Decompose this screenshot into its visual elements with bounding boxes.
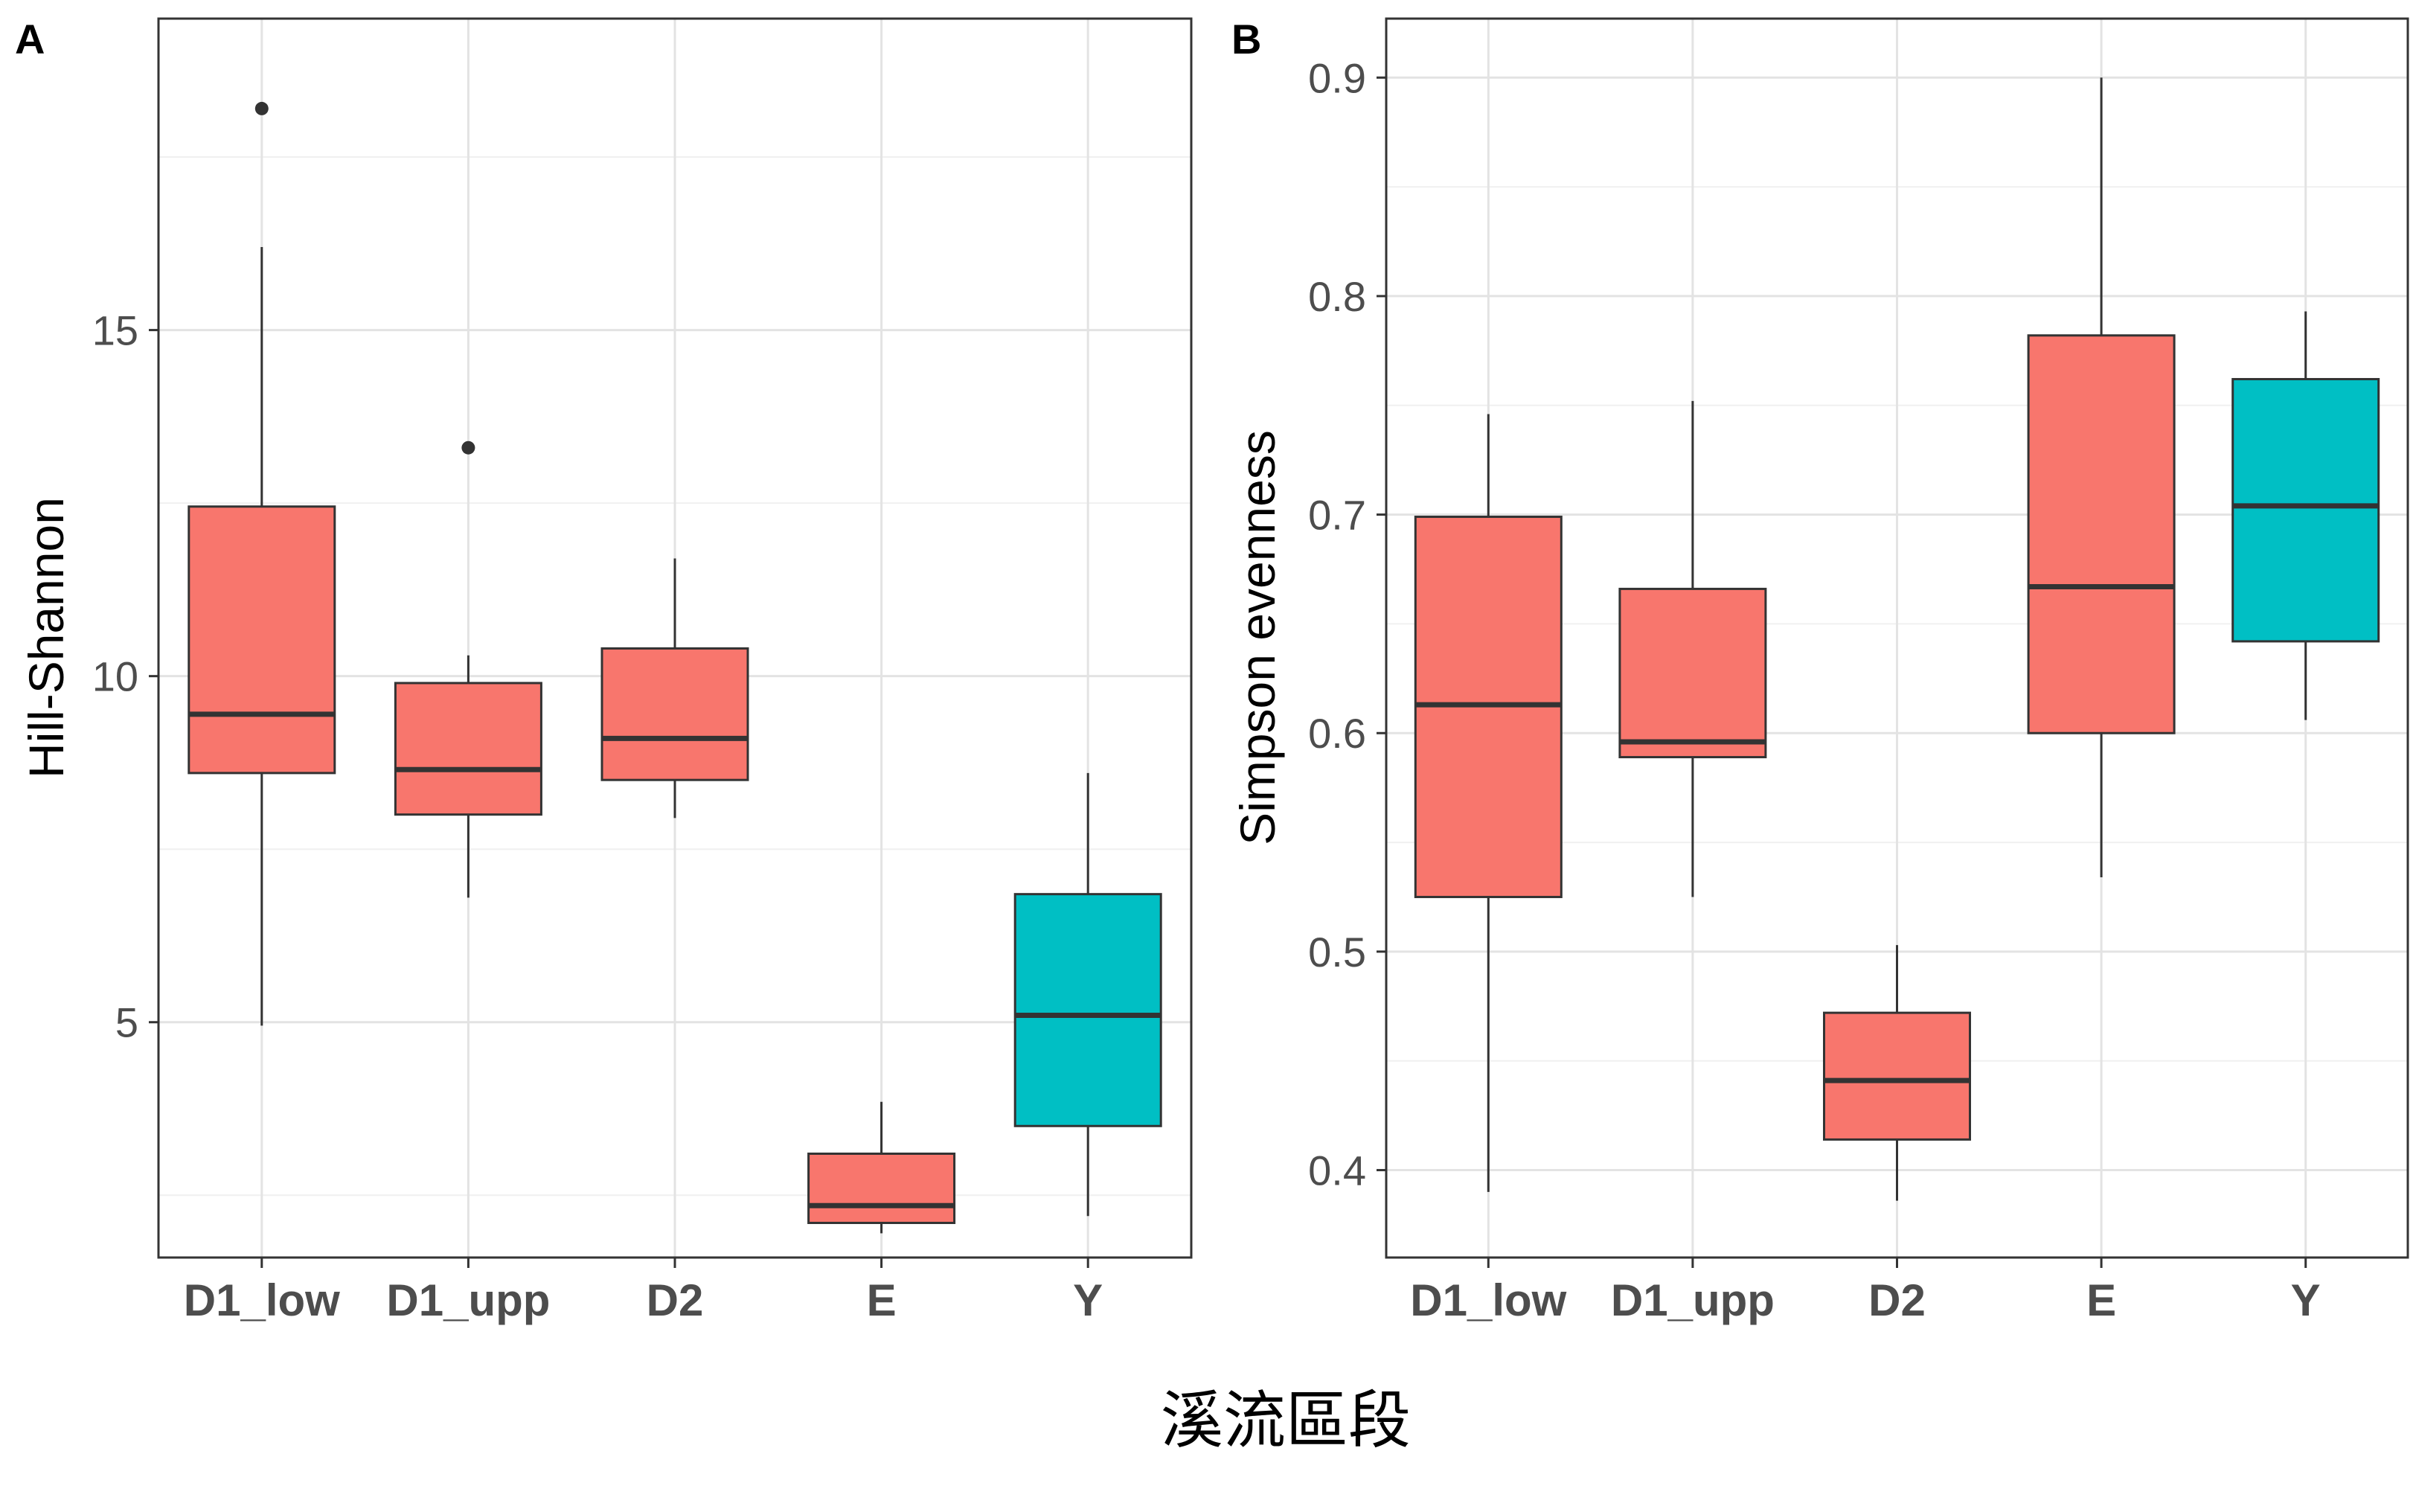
box-iqr (1618, 587, 1767, 759)
panel-a-letter: A (15, 16, 45, 63)
box-d2 (1823, 945, 1971, 1201)
y-tick-label: 0.6 (1308, 710, 1366, 757)
x-tick-label: Y (1073, 1275, 1103, 1325)
x-tick-label: D1_upp (1611, 1275, 1775, 1325)
box-d1-upp (1618, 400, 1767, 897)
outlier-point (461, 441, 475, 455)
box-iqr (394, 682, 542, 816)
panel-b-y-axis-label: Simpson evenness (1230, 430, 1285, 845)
panel-a: 5 10 15 D1_low D1_upp D2 E Y A Hill-Shannon (15, 16, 1193, 1325)
box-e (2027, 77, 2176, 878)
x-tick-label: D1_low (184, 1275, 340, 1325)
shared-x-axis-label: 溪流區段 (1161, 1384, 1411, 1457)
outlier-point (254, 101, 269, 115)
box-d2 (600, 558, 749, 819)
box-d1-low (1414, 414, 1563, 1192)
panel-b-letter: B (1231, 16, 1261, 63)
box-d1-upp (394, 441, 542, 898)
y-tick-label: 0.7 (1308, 492, 1366, 539)
y-tick-label: 0.9 (1308, 54, 1366, 101)
x-tick-label: D1_low (1410, 1275, 1566, 1325)
y-tick-label: 10 (92, 653, 138, 700)
y-tick-label: 0.5 (1308, 929, 1366, 976)
y-tick-label: 0.4 (1308, 1147, 1366, 1194)
box-iqr (2231, 378, 2380, 643)
y-tick-label: 5 (115, 999, 138, 1046)
x-tick-label: E (2086, 1275, 2116, 1325)
panel-a-y-axis-label: Hill-Shannon (19, 497, 74, 778)
box-iqr (1823, 1011, 1971, 1141)
box-iqr (1013, 893, 1162, 1127)
box-iqr (2027, 334, 2176, 734)
box-e (807, 1101, 956, 1234)
y-tick-label: 15 (92, 307, 138, 354)
x-tick-label: Y (2291, 1275, 2321, 1325)
x-tick-label: D2 (647, 1275, 704, 1325)
x-tick-label: D2 (1868, 1275, 1926, 1325)
panel-b: 0.4 0.5 0.6 0.7 0.8 0.9 D1_low D1_upp D2 E Y B Si… (1230, 16, 2409, 1325)
x-tick-label: E (867, 1275, 897, 1325)
box-iqr (600, 647, 749, 781)
box-iqr (807, 1152, 956, 1224)
y-tick-label: 0.8 (1308, 273, 1366, 320)
box-d1-low (188, 101, 336, 1026)
box-y (2231, 311, 2380, 720)
x-tick-label: D1_upp (386, 1275, 550, 1325)
box-iqr (188, 505, 336, 775)
box-y (1013, 772, 1162, 1217)
